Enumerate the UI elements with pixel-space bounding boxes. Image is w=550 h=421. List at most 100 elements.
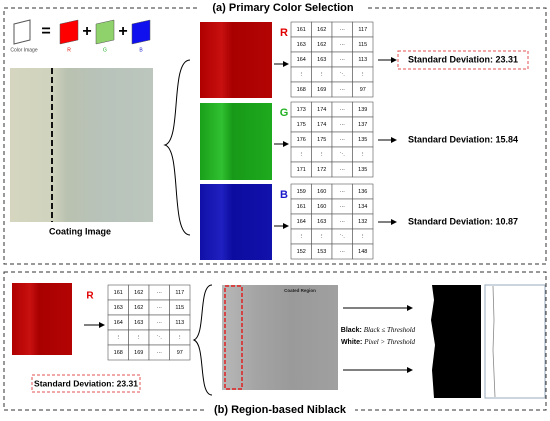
matrix-value: ··· — [340, 189, 346, 195]
coating-image — [10, 68, 153, 222]
channel-label: R — [280, 27, 288, 39]
matrix-value: 169 — [317, 87, 326, 93]
matrix-value: 174 — [317, 122, 326, 128]
matrix-value: 175 — [297, 122, 306, 128]
matrix-value: ··· — [340, 249, 346, 255]
matrix-value: 153 — [317, 249, 326, 255]
matrix-value: ··· — [340, 42, 346, 48]
plus: + — [82, 23, 91, 40]
matrix-value: 176 — [297, 137, 306, 143]
rule-formula: Black ≤ Threshold — [364, 326, 416, 334]
title-bg — [205, 403, 355, 417]
matrix-value: 161 — [297, 204, 306, 210]
coating-image-label: Coating Image — [49, 226, 111, 236]
section-b-title: (b) Region-based Niblack — [214, 404, 347, 416]
rule-prefix: Black: — [341, 327, 362, 334]
blue-channel-image — [200, 184, 272, 260]
matrix-value: 97 — [177, 350, 183, 356]
channel-label: R — [86, 291, 94, 302]
std-box — [31, 374, 141, 393]
matrix-value: ··· — [340, 137, 346, 143]
icon-label: B — [139, 47, 143, 53]
matrix-value: ⋮ — [360, 152, 366, 158]
matrix-value: ⋱ — [340, 72, 346, 78]
matrix-value: ⋮ — [116, 335, 122, 341]
matrix-value: ⋮ — [319, 152, 325, 158]
rule-formula: Pixel > Threshold — [363, 338, 415, 346]
gray-image — [222, 285, 338, 390]
matrix-value: ⋱ — [340, 152, 346, 158]
icon-label: G — [103, 47, 107, 53]
binary-edge — [423, 285, 435, 398]
matrix-value: 132 — [358, 219, 367, 225]
rule-prefix: White: — [341, 339, 362, 346]
green-icon — [95, 19, 115, 45]
matrix-value: 163 — [317, 57, 326, 63]
matrix-value: ⋮ — [319, 72, 325, 78]
matrix-value: ⋮ — [177, 335, 183, 341]
matrix-value: 173 — [297, 107, 306, 113]
matrix-value: ··· — [157, 320, 163, 326]
matrix-value: 164 — [297, 219, 306, 225]
red-channel-image — [12, 283, 72, 355]
channel-label: G — [280, 107, 289, 119]
matrix-cell — [352, 161, 374, 178]
matrix-value: 164 — [114, 320, 123, 326]
matrix-value: 117 — [175, 290, 184, 296]
matrix-value: 139 — [358, 107, 367, 113]
matrix-value: 163 — [297, 42, 306, 48]
matrix-value: 134 — [358, 204, 367, 210]
matrix-value: ⋮ — [360, 234, 366, 240]
matrix-value: ··· — [340, 87, 346, 93]
std-text: Standard Deviation: 15.84 — [408, 134, 518, 144]
icon-label: R — [67, 47, 71, 53]
red-channel-image — [200, 22, 272, 98]
matrix-value: 174 — [317, 107, 326, 113]
matrix-value: ⋮ — [299, 152, 305, 158]
matrix-value: 135 — [358, 137, 367, 143]
green-channel-image — [200, 103, 272, 180]
matrix-cell — [352, 81, 374, 98]
matrix-value: 164 — [297, 57, 306, 63]
matrix-value: 168 — [297, 87, 306, 93]
title-bg — [198, 1, 368, 15]
matrix-value: 162 — [134, 290, 143, 296]
matrix-value: ⋮ — [136, 335, 142, 341]
coated-region-box — [224, 285, 243, 390]
matrix-cell — [169, 344, 191, 361]
matrix-value: ⋮ — [299, 234, 305, 240]
matrix-value: 148 — [358, 249, 367, 255]
red-icon — [59, 19, 79, 45]
channel-label: B — [280, 189, 288, 201]
matrix-value: 97 — [360, 87, 366, 93]
matrix-value: 175 — [317, 137, 326, 143]
matrix-value: 162 — [317, 27, 326, 33]
section-b-frame — [3, 271, 547, 411]
matrix-value: ⋮ — [319, 234, 325, 240]
matrix-value: 160 — [317, 204, 326, 210]
std-text: Standard Deviation: 10.87 — [408, 216, 518, 226]
matrix-value: ··· — [340, 27, 346, 33]
section-a-title: (a) Primary Color Selection — [212, 2, 353, 14]
matrix-value: ··· — [340, 204, 346, 210]
matrix-value: 136 — [358, 189, 367, 195]
equals: = — [41, 23, 50, 40]
matrix-value: ⋱ — [157, 335, 163, 341]
matrix-value: 161 — [114, 290, 123, 296]
matrix-value: ··· — [157, 305, 163, 311]
matrix-value: ··· — [340, 107, 346, 113]
matrix-value: 163 — [134, 320, 143, 326]
std-text: Standard Deviation: 23.31 — [408, 54, 518, 64]
matrix-value: 115 — [175, 305, 184, 311]
matrix-value: 168 — [114, 350, 123, 356]
matrix-value: 162 — [317, 42, 326, 48]
matrix-value: ⋱ — [340, 234, 346, 240]
matrix-value: 135 — [358, 167, 367, 173]
matrix-value: 152 — [297, 249, 306, 255]
matrix-cell — [352, 243, 374, 260]
matrix-value: ··· — [340, 122, 346, 128]
matrix-value: 172 — [317, 167, 326, 173]
matrix-value: ··· — [340, 167, 346, 173]
std-box — [397, 50, 529, 70]
